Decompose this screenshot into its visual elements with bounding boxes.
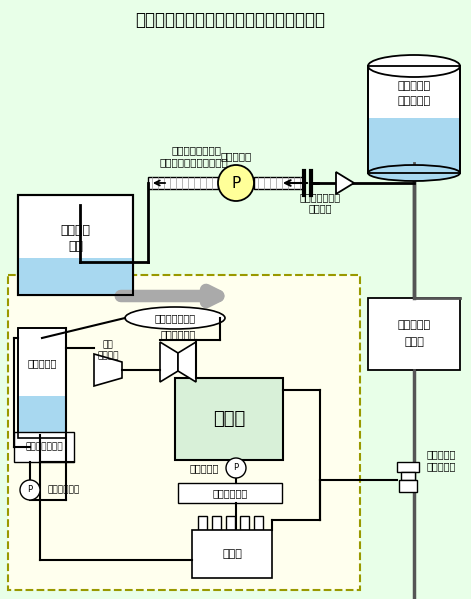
- Text: 原液抜き取り系統: 原液抜き取り系統: [171, 145, 221, 155]
- Bar: [254, 516, 263, 530]
- Text: 復水ポンプ: 復水ポンプ: [189, 463, 219, 473]
- Text: タービン: タービン: [97, 352, 119, 361]
- Bar: [18, 195, 133, 295]
- Ellipse shape: [368, 165, 460, 181]
- Text: ヒドラジン: ヒドラジン: [427, 449, 456, 459]
- Bar: [178, 483, 282, 503]
- Text: （フランジ下流は仮設）: （フランジ下流は仮設）: [160, 157, 228, 167]
- Polygon shape: [178, 342, 196, 382]
- Circle shape: [226, 458, 246, 478]
- Text: 脱気器: 脱気器: [222, 549, 242, 559]
- Bar: [175, 378, 283, 460]
- Text: 蒸気発生器: 蒸気発生器: [27, 358, 57, 368]
- Text: ヒドラジン: ヒドラジン: [398, 320, 430, 330]
- Text: 復水脱塩装置: 復水脱塩装置: [212, 488, 248, 498]
- Bar: [212, 516, 221, 530]
- Bar: [18, 195, 133, 295]
- Text: 容器: 容器: [68, 241, 83, 253]
- Text: 伊方発電所３号機　ヒドラジン抜取概略図: 伊方発電所３号機 ヒドラジン抜取概略図: [135, 11, 325, 29]
- Bar: [192, 530, 272, 578]
- Bar: [19, 258, 132, 294]
- Text: P: P: [231, 176, 241, 190]
- Text: ヒドラジン: ヒドラジン: [398, 81, 430, 91]
- Bar: [254, 177, 304, 189]
- Text: 高圧: 高圧: [103, 340, 114, 349]
- Polygon shape: [160, 342, 178, 382]
- Bar: [401, 472, 415, 480]
- Text: 原液タンク: 原液タンク: [398, 96, 430, 106]
- Bar: [368, 66, 460, 173]
- Text: タンク: タンク: [404, 337, 424, 347]
- Bar: [18, 328, 66, 438]
- Text: 仮設受入: 仮設受入: [60, 223, 90, 237]
- Text: 低圧タービン: 低圧タービン: [160, 329, 195, 339]
- Bar: [8, 275, 360, 590]
- Bar: [18, 328, 66, 438]
- Bar: [368, 66, 460, 173]
- Text: 高圧給水加熱器: 高圧給水加熱器: [25, 443, 63, 452]
- Bar: [198, 516, 207, 530]
- Bar: [148, 177, 218, 189]
- Ellipse shape: [125, 307, 225, 329]
- Bar: [368, 298, 460, 370]
- Text: P: P: [27, 486, 32, 495]
- Ellipse shape: [368, 55, 460, 77]
- Text: フランジ: フランジ: [308, 203, 332, 213]
- Bar: [399, 480, 417, 492]
- Text: 注入ポンプ: 注入ポンプ: [427, 461, 456, 471]
- Text: 仮設ポンプ: 仮設ポンプ: [220, 151, 252, 161]
- Bar: [397, 462, 419, 472]
- Bar: [369, 118, 459, 172]
- Text: 主給水ポンプ: 主給水ポンプ: [48, 486, 80, 495]
- Circle shape: [218, 165, 254, 201]
- Bar: [19, 396, 65, 437]
- Text: 湿分分離加熱器: 湿分分離加熱器: [154, 313, 195, 323]
- Bar: [240, 516, 249, 530]
- Text: 復水器: 復水器: [213, 410, 245, 428]
- Polygon shape: [94, 354, 122, 386]
- Text: P: P: [234, 464, 239, 473]
- Text: 原液抜き取り用: 原液抜き取り用: [300, 192, 341, 202]
- Circle shape: [20, 480, 40, 500]
- Bar: [14, 432, 74, 462]
- Polygon shape: [336, 172, 354, 194]
- Bar: [226, 516, 235, 530]
